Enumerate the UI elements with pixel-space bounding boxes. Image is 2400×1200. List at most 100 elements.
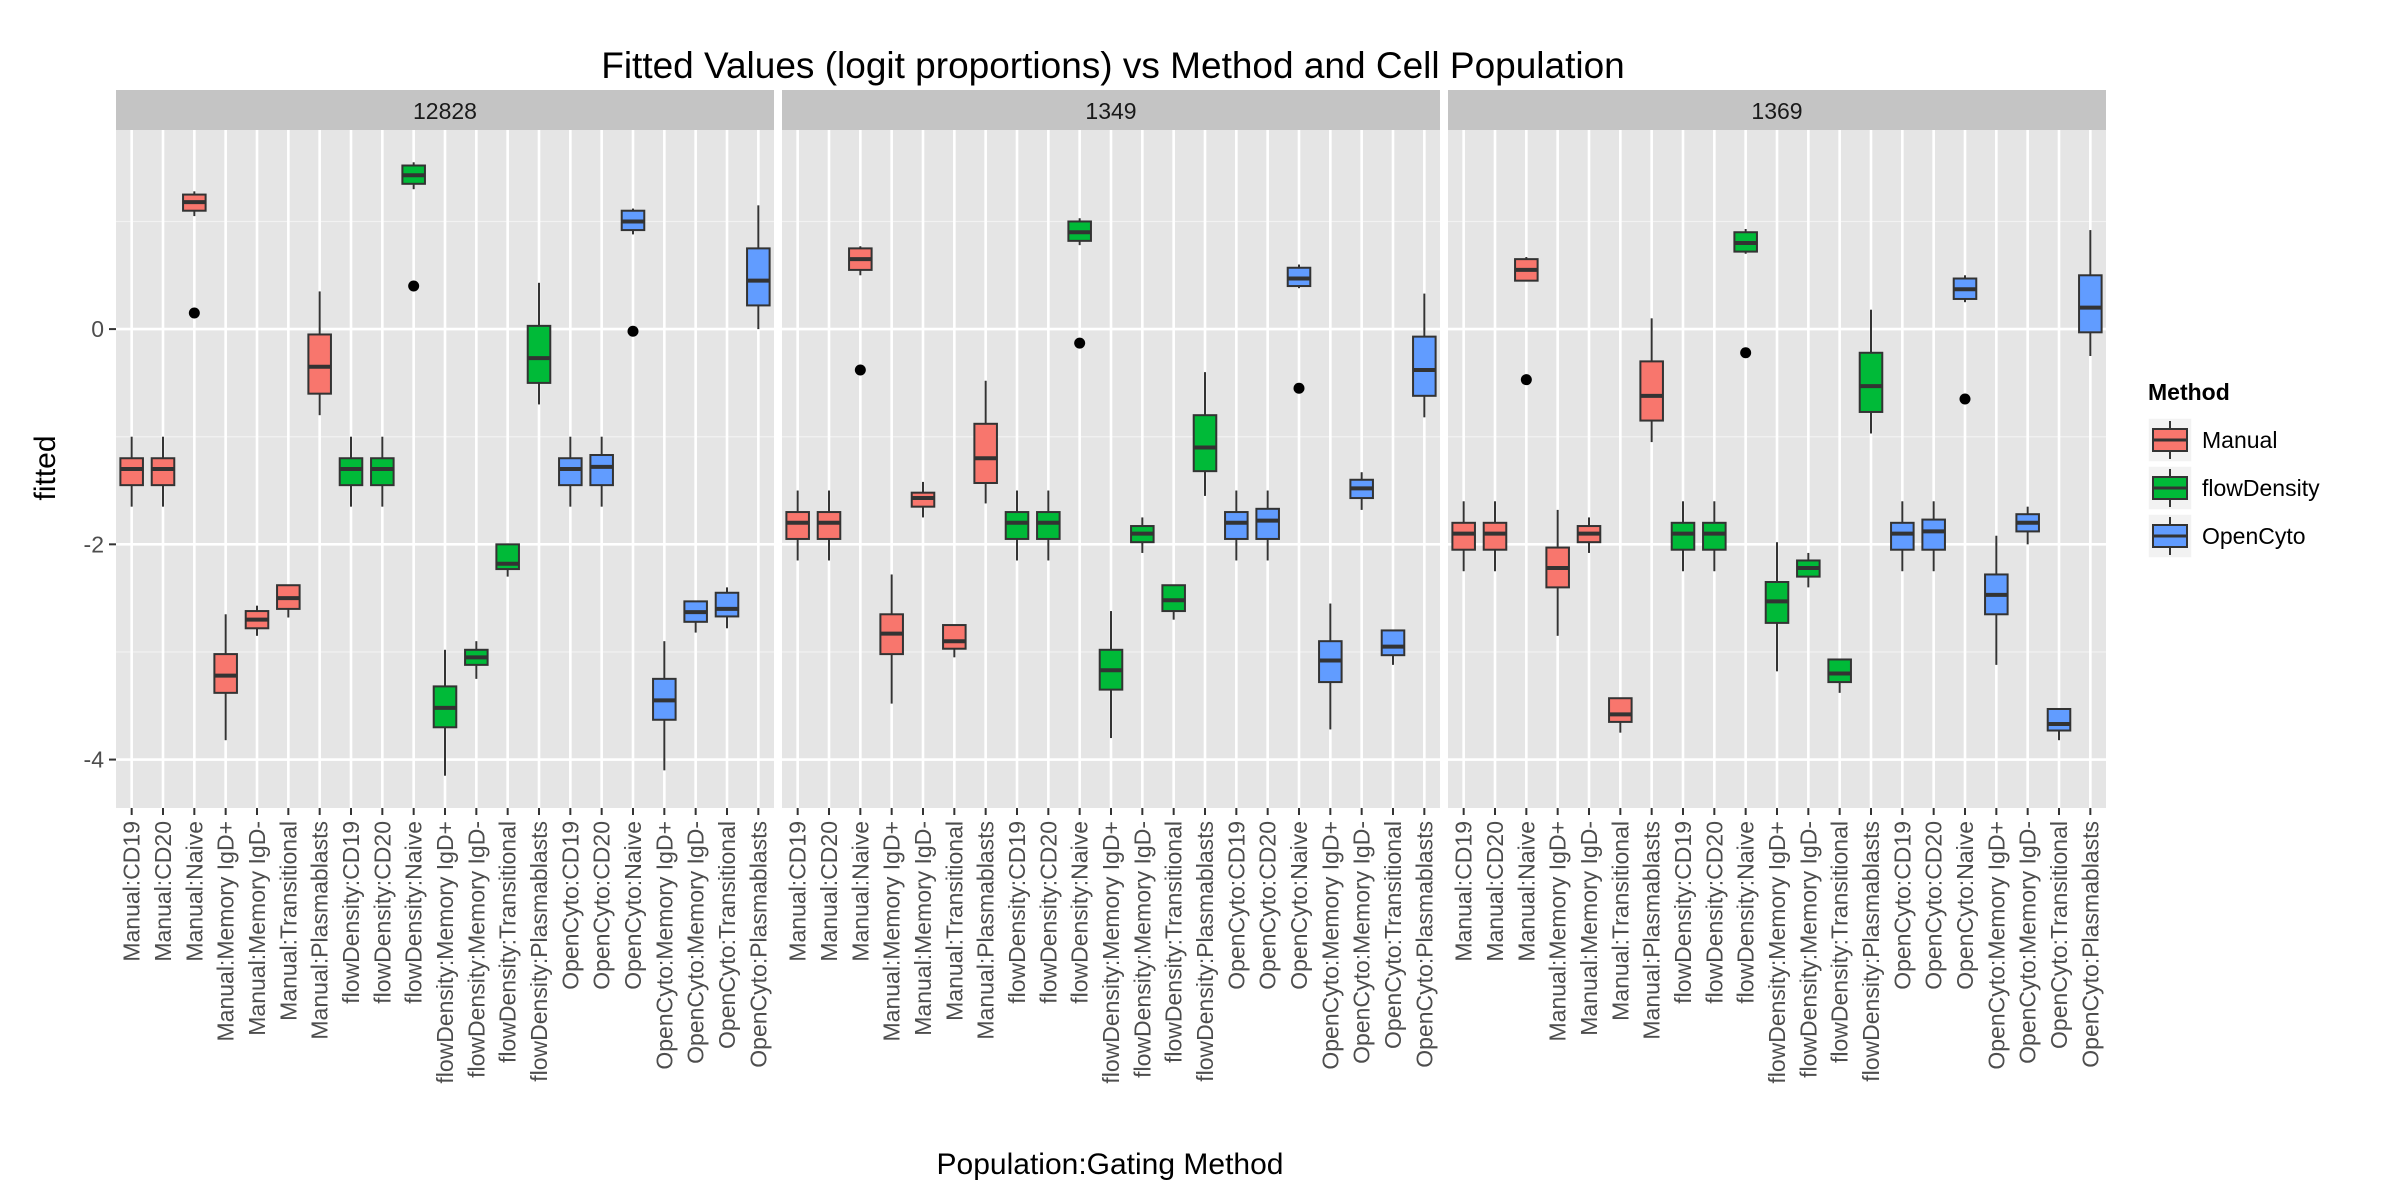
x-tick-label: flowDensity:Plasmablasts [526,821,552,1082]
legend-label: flowDensity [2202,475,2320,501]
x-tick-label: Manual:CD19 [1451,821,1477,962]
box-flowdensity-memory-igd- [464,641,489,679]
box-opencyto-cd19 [558,436,583,507]
box-manual-memory-igd- [1576,517,1602,553]
box-manual-plasmablasts [973,380,998,504]
box-manual-cd20 [816,490,842,561]
x-tick-label: OpenCyto:Transitional [2046,821,2072,1049]
x-tick-label: Manual:Transitional [941,821,967,1021]
x-tick-label: OpenCyto:CD20 [589,821,615,990]
legend-item-flowdensity: flowDensity [2147,465,2320,511]
box-opencyto-cd19 [1890,501,1915,572]
legend-title: Method [2148,379,2230,405]
x-tick-label: flowDensity:CD20 [1701,821,1727,1004]
chart-title: Fitted Values (logit proportions) vs Met… [601,45,1625,86]
box-iqr [150,457,176,487]
box-opencyto-memory-igd- [683,600,708,633]
x-tick-label: flowDensity:Naive [1067,821,1093,1004]
x-tick-label: flowDensity:Memory IgD- [463,821,489,1078]
box-iqr [816,511,842,540]
x-tick-label: Manual:Naive [1513,821,1539,962]
x-tick-label: Manual:Transitional [275,821,301,1021]
x-tick-label: OpenCyto:Memory IgD- [1349,821,1375,1064]
x-tick-label: Manual:CD19 [119,821,145,962]
x-tick-label: OpenCyto:Plasmablasts [2077,821,2103,1068]
box-iqr [1255,507,1280,540]
x-tick-label: OpenCyto:CD19 [1223,821,1249,990]
box-flowdensity-naive [1067,218,1092,349]
box-manual-memory-igd- [1545,509,1570,636]
x-axis-title: Population:Gating Method [937,1148,1284,1181]
box-iqr [714,591,740,618]
x-tick-label: OpenCyto:CD19 [1889,821,1915,990]
x-tick-label: Manual:Plasmablasts [1639,821,1665,1040]
outlier-point [1959,393,1971,405]
box-iqr [307,333,332,395]
x-tick-label: flowDensity:Memory IgD+ [1764,821,1790,1084]
x-tick-label: flowDensity:Plasmablasts [1192,821,1218,1082]
box-iqr [119,457,144,487]
y-axis-title: fitted [29,435,62,500]
x-tick-label: OpenCyto:CD20 [1255,821,1281,990]
x-tick-label: OpenCyto:Naive [620,821,646,990]
x-tick-label: OpenCyto:Plasmablasts [1411,821,1437,1068]
box-opencyto-cd20 [1921,501,1946,572]
facet-strip [782,90,1440,130]
box-flowdensity-transitional [495,543,520,577]
box-manual-transitional [1608,697,1633,733]
box-flowdensity-transitional [1161,584,1186,620]
y-tick-label: 0 [91,316,104,342]
x-tick-label: Manual:Memory IgD+ [213,821,239,1042]
x-tick-label: Manual:Memory IgD+ [1545,821,1571,1042]
x-tick-label: Manual:Naive [847,821,873,962]
x-tick-label: flowDensity:Memory IgD+ [432,821,458,1084]
outlier-point [1293,382,1305,394]
x-tick-label: flowDensity:Naive [401,821,427,1004]
box-opencyto-cd19 [1224,490,1249,561]
box-iqr [370,457,395,487]
facet-strip [1448,90,2106,130]
box-flowdensity-memory-igd- [1130,517,1155,553]
y-axis: 0 -2 -4 [84,316,116,773]
x-tick-label: OpenCyto:Memory IgD+ [1983,821,2009,1070]
x-tick-label: OpenCyto:Transitional [1380,821,1406,1049]
x-tick-label: Manual:Memory IgD- [244,821,270,1036]
box-manual-transitional [942,624,967,658]
x-tick-label: flowDensity:CD20 [1035,821,1061,1004]
outlier-point [188,307,200,319]
facet-strip-label: 12828 [413,98,477,124]
box-flowdensity-plasmablasts [1192,372,1218,496]
x-tick-label: Manual:CD20 [816,821,842,962]
box-opencyto-naive [1952,275,1978,405]
box-iqr [973,422,998,484]
outlier-point [408,280,420,292]
box-iqr [1482,521,1508,551]
x-tick-label: OpenCyto:Plasmablasts [745,821,771,1068]
box-opencyto-memory-igd- [1318,603,1343,730]
box-iqr [1608,697,1633,723]
box-manual-cd19 [119,436,144,507]
box-iqr [2046,707,2072,732]
x-tick-label: Manual:CD19 [785,821,811,962]
box-iqr [1161,584,1186,613]
x-tick-label: OpenCyto:Transitional [714,821,740,1049]
outlier-point [1740,347,1752,359]
box-manual-plasmablasts [307,291,332,416]
legend: Method Manual flowDensity OpenCyto [2147,379,2320,559]
box-iqr [1921,518,1946,551]
box-opencyto-cd20 [1255,490,1280,561]
box-iqr [1380,629,1406,657]
box-iqr [1224,511,1249,540]
box-flowdensity-naive [401,162,426,292]
box-iqr [1412,335,1437,397]
x-tick-label: OpenCyto:CD19 [557,821,583,990]
x-tick-label: OpenCyto:Memory IgD- [2015,821,2041,1064]
box-iqr [589,454,614,487]
x-tick-label: OpenCyto:CD20 [1921,821,1947,990]
box-opencyto-transitional [714,587,740,629]
x-tick-label: OpenCyto:Memory IgD+ [651,821,677,1070]
